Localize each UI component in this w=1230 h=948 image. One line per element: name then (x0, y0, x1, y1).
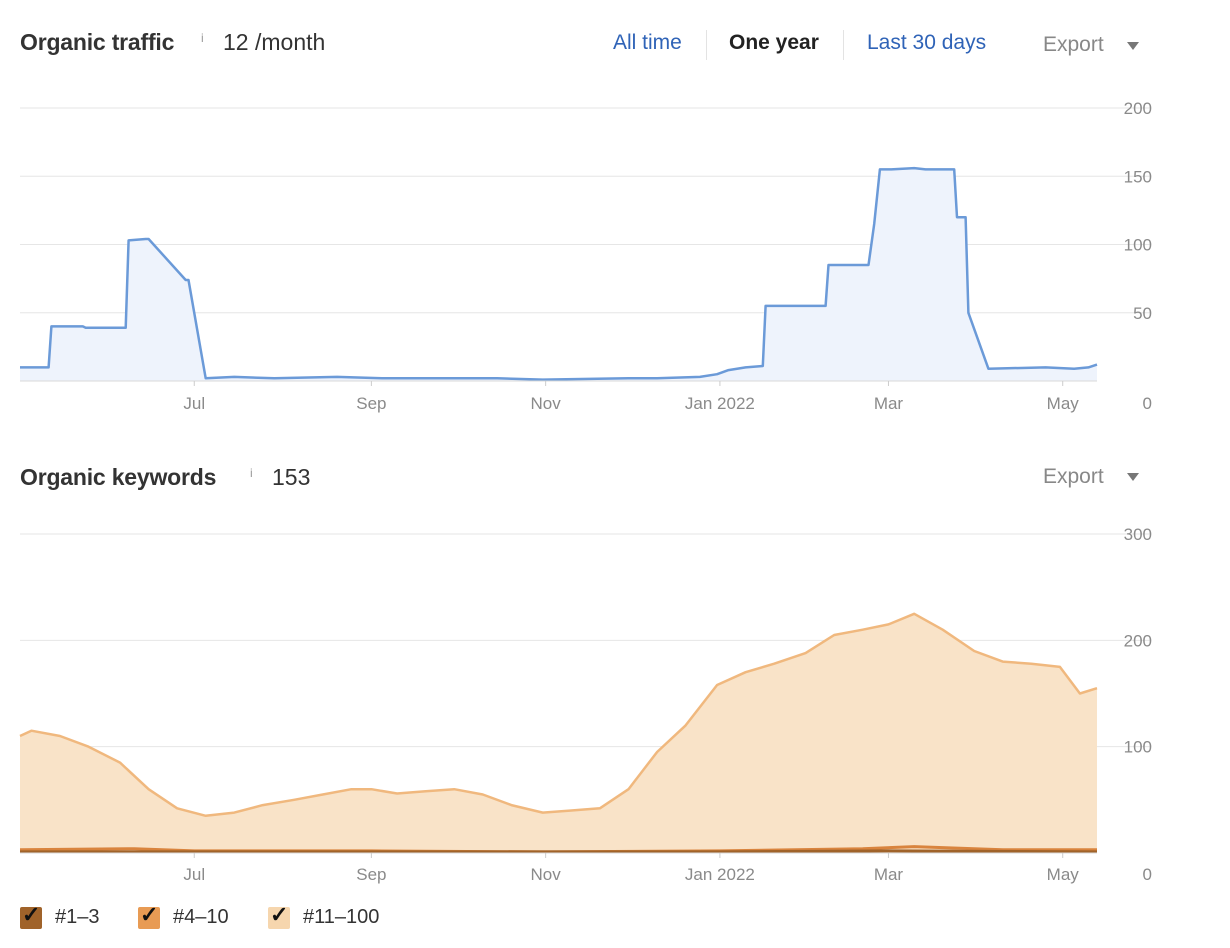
legend-label: #1–3 (55, 906, 100, 928)
y-tick-label: 0 (1143, 865, 1152, 884)
x-tick-label: Sep (356, 394, 386, 413)
x-tick-label: Jan 2022 (685, 865, 755, 884)
x-tick-label: Mar (874, 865, 904, 884)
y-tick-label: 100 (1124, 236, 1152, 255)
legend-label: #11–100 (303, 906, 380, 928)
legend-checkbox[interactable] (138, 907, 160, 929)
x-tick-label: May (1047, 394, 1080, 413)
check-icon: ✓ (270, 902, 289, 927)
series-line (19, 612, 1098, 818)
y-tick-label: 50 (1133, 304, 1152, 323)
keywords-chart: 300 200 100 0 Jul Sep Nov Jan 2022 Mar May (19, 525, 1152, 884)
chevron-down-icon[interactable] (1127, 473, 1139, 481)
series-line (20, 849, 1098, 854)
range-all-time[interactable]: All time (613, 31, 682, 54)
x-tick-label: Jul (183, 394, 205, 413)
chevron-down-icon[interactable] (1127, 42, 1139, 50)
x-tick-label: Nov (531, 394, 562, 413)
x-tick-label: Jan 2022 (685, 394, 755, 413)
y-tick-label: 200 (1124, 99, 1152, 118)
range-divider (706, 30, 707, 60)
series-area (20, 168, 1097, 381)
keywords-export-button[interactable]: Export (1043, 465, 1104, 488)
traffic-title: Organic traffic (20, 29, 175, 55)
x-tick-label: Nov (531, 865, 562, 884)
check-icon: ✓ (140, 902, 159, 927)
traffic-info-icon[interactable]: i (201, 31, 204, 45)
y-tick-label: 0 (1143, 394, 1152, 413)
y-tick-label: 100 (1124, 738, 1152, 757)
legend-label: #4–10 (173, 906, 229, 928)
traffic-value: 12 /month (223, 29, 326, 55)
x-tick-label: Mar (874, 394, 904, 413)
traffic-chart: 200 150 100 50 0 Jul Sep Nov Jan 2022 Mar May (20, 99, 1152, 413)
legend-checkbox[interactable] (268, 907, 290, 929)
traffic-export-button[interactable]: Export (1043, 33, 1104, 56)
legend-checkbox[interactable] (20, 907, 42, 929)
keywords-title: Organic keywords (20, 464, 217, 490)
y-tick-label: 200 (1124, 631, 1152, 650)
keywords-value: 153 (272, 464, 311, 490)
keywords-info-icon[interactable]: i (250, 466, 253, 480)
y-tick-label: 150 (1124, 167, 1152, 186)
series-line (20, 166, 1098, 381)
check-icon: ✓ (22, 902, 41, 927)
x-tick-label: Sep (356, 865, 386, 884)
y-tick-label: 300 (1124, 525, 1152, 544)
x-tick-label: May (1047, 865, 1080, 884)
range-one-year[interactable]: One year (729, 31, 819, 54)
range-last-30-days[interactable]: Last 30 days (867, 31, 987, 54)
series-area (20, 613, 1097, 853)
x-tick-label: Jul (183, 865, 205, 884)
range-divider (843, 30, 844, 60)
